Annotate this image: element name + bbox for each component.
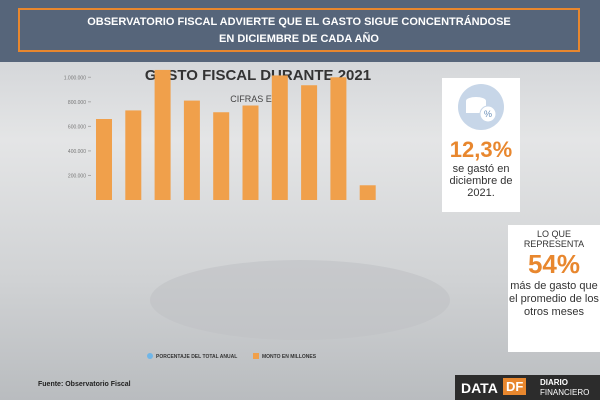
legend-label: PORCENTAJE DEL TOTAL ANUAL <box>156 354 237 360</box>
bar <box>96 119 112 200</box>
header-title: EN DICIEMBRE DE CADA AÑO <box>219 33 379 45</box>
y-tick-label: 200.000 <box>68 173 86 179</box>
chart-subtitle: CIFRAS EN $ <box>230 94 286 104</box>
bar <box>183 100 200 200</box>
bar <box>242 105 259 200</box>
bar <box>359 185 376 200</box>
source: Fuente: Observatorio Fiscal <box>38 381 131 388</box>
logo-text: DF <box>503 378 527 395</box>
bar <box>301 85 318 200</box>
callout-text: más de gasto que el promedio de los otro… <box>509 280 599 318</box>
logos: DATA DF DIARIO FINANCIERO <box>455 375 600 400</box>
bar <box>213 112 230 200</box>
callout-value: 54% <box>527 249 581 279</box>
logo-text: DIARIO <box>540 378 568 387</box>
bar <box>330 77 347 200</box>
bar <box>125 110 142 200</box>
coin-icon: % <box>458 84 504 130</box>
header-band: OBSERVATORIO FISCAL ADVIERTE QUE EL GAST… <box>0 0 600 62</box>
svg-text:%: % <box>484 109 492 119</box>
logo-text: FINANCIERO <box>540 388 590 397</box>
bar <box>271 75 288 200</box>
callout-intro: LO QUE REPRESENTA <box>523 229 585 249</box>
y-tick-label: 600.000 <box>68 124 86 130</box>
callout-text: se gastó en diciembre de 2021. <box>449 163 513 199</box>
callout-1: % 12,3% se gastó en diciembre de 2021. <box>442 78 520 212</box>
callout-value: 12,3% <box>449 137 513 162</box>
bar <box>154 69 171 200</box>
legend-label: MONTO EN MILLONES <box>262 354 317 360</box>
header-box: OBSERVATORIO FISCAL ADVIERTE QUE EL GAST… <box>18 8 580 52</box>
legend-swatch <box>253 353 259 359</box>
header-title: OBSERVATORIO FISCAL ADVIERTE QUE EL GAST… <box>87 16 511 28</box>
logo-text: DATA <box>461 380 498 396</box>
legend-swatch <box>147 353 153 359</box>
callout-2: LO QUE REPRESENTA 54% más de gasto que e… <box>508 225 600 352</box>
chart-title: GASTO FISCAL DURANTE 2021 <box>145 67 371 84</box>
y-tick-label: 1.000.000 <box>64 75 86 81</box>
y-tick-label: 400.000 <box>68 149 86 155</box>
y-tick-label: 800.000 <box>68 100 86 106</box>
coin-backdrop <box>150 260 450 340</box>
